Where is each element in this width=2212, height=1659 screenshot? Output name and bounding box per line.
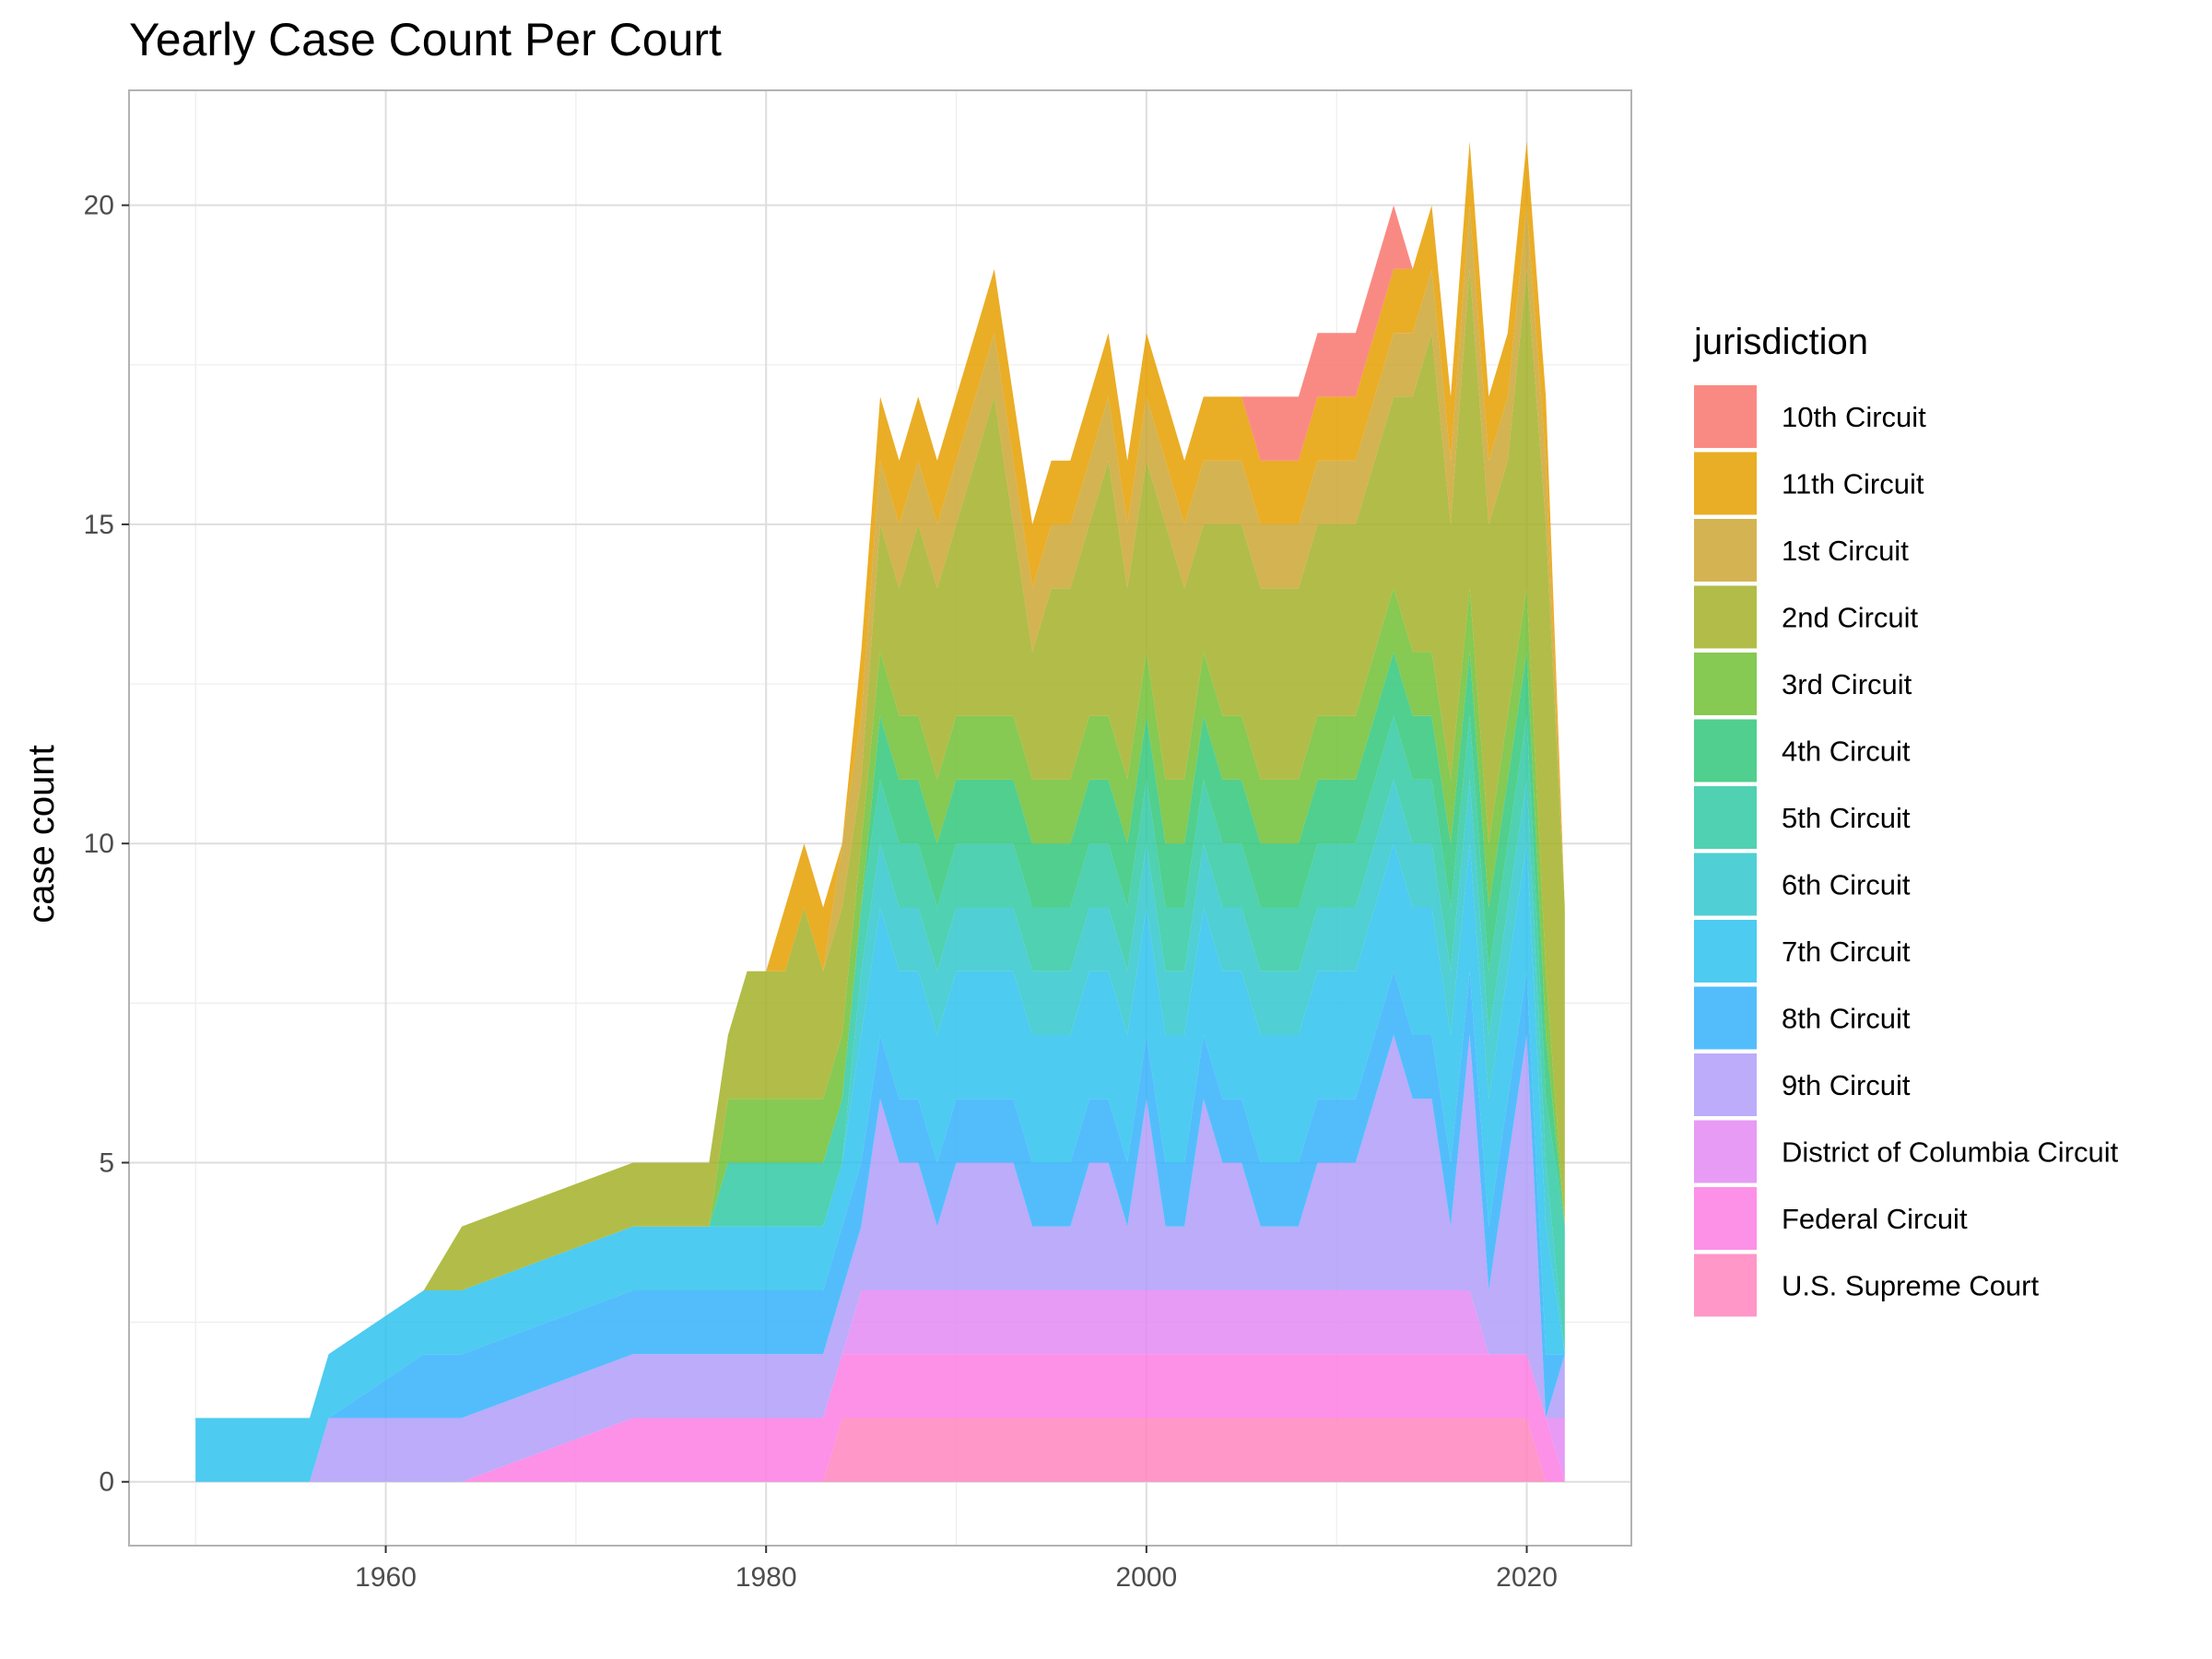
area-2nd-circuit xyxy=(195,268,1565,1418)
legend-key xyxy=(1694,519,1757,582)
legend-label: 4th Circuit xyxy=(1782,735,1911,768)
legend-key xyxy=(1694,385,1757,448)
legend-key xyxy=(1694,920,1757,982)
y-tick-label: 5 xyxy=(99,1147,114,1178)
legend-key xyxy=(1694,585,1757,649)
legend-item-district-of-columbia-circuit: District of Columbia Circuit xyxy=(1694,1120,2119,1183)
x-tick-label: 1960 xyxy=(355,1562,417,1593)
legend-item-1st-circuit: 1st Circuit xyxy=(1694,519,1909,582)
area-layer xyxy=(195,141,1565,1482)
legend-label: 10th Circuit xyxy=(1782,401,1926,433)
area-3rd-circuit xyxy=(195,588,1565,1418)
legend-item-8th-circuit: 8th Circuit xyxy=(1694,986,1911,1050)
legend-key xyxy=(1694,1120,1757,1183)
area-7th-circuit xyxy=(195,843,1565,1482)
legend-key xyxy=(1694,1253,1757,1317)
legend-title: jurisdiction xyxy=(1693,322,1868,362)
area-9th-circuit xyxy=(195,1035,1565,1482)
legend-item-7th-circuit: 7th Circuit xyxy=(1694,920,1911,982)
legend-key xyxy=(1694,986,1757,1050)
area-u-s-supreme-court xyxy=(195,1418,1565,1482)
legend-item-4th-circuit: 4th Circuit xyxy=(1694,719,1911,782)
legend-item-federal-circuit: Federal Circuit xyxy=(1694,1187,1968,1250)
legend-key xyxy=(1694,853,1757,916)
chart-title: Yearly Case Count Per Court xyxy=(129,14,722,65)
legend-label: Federal Circuit xyxy=(1782,1203,1968,1235)
area-federal-circuit xyxy=(195,1354,1565,1482)
legend-label: 2nd Circuit xyxy=(1782,602,1919,634)
legend-key xyxy=(1694,719,1757,782)
x-tick-label: 2000 xyxy=(1115,1562,1177,1593)
legend-item-10th-circuit: 10th Circuit xyxy=(1694,385,1926,448)
legend-key xyxy=(1694,1187,1757,1250)
y-axis: 0 5 10 15 20 xyxy=(84,191,129,1498)
legend-label: 9th Circuit xyxy=(1782,1069,1911,1101)
area-1st-circuit xyxy=(195,205,1565,1418)
legend-label: 3rd Circuit xyxy=(1782,668,1912,700)
legend-label: 7th Circuit xyxy=(1782,935,1911,968)
legend-key xyxy=(1694,1053,1757,1116)
y-tick-label: 20 xyxy=(84,191,114,221)
legend-label: 11th Circuit xyxy=(1782,468,1924,500)
legend-label: District of Columbia Circuit xyxy=(1782,1136,2119,1169)
legend-label: 1st Circuit xyxy=(1782,535,1909,567)
x-tick-label: 1980 xyxy=(735,1562,797,1593)
area-district-of-columbia-circuit xyxy=(195,1290,1565,1482)
legend-key xyxy=(1694,653,1757,715)
legend-item-5th-circuit: 5th Circuit xyxy=(1694,786,1911,849)
y-tick-label: 0 xyxy=(99,1467,114,1498)
legend-key xyxy=(1694,452,1757,515)
legend-label: 5th Circuit xyxy=(1782,802,1911,834)
legend-items: 10th Circuit 11th Circuit 1st Circuit 2nd C… xyxy=(1694,385,2119,1317)
legend-item-6th-circuit: 6th Circuit xyxy=(1694,853,1911,916)
legend: jurisdiction 10th Circuit 11th Circuit 1st… xyxy=(1693,322,2119,1317)
legend-item-2nd-circuit: 2nd Circuit xyxy=(1694,585,1919,649)
y-tick-label: 10 xyxy=(84,829,114,859)
area-4th-circuit xyxy=(195,652,1565,1418)
y-tick-label: 15 xyxy=(84,510,114,540)
y-axis-title: case count xyxy=(21,745,62,923)
legend-label: U.S. Supreme Court xyxy=(1782,1270,2039,1302)
x-tick-label: 2020 xyxy=(1496,1562,1558,1593)
area-5th-circuit xyxy=(195,715,1565,1418)
panel-border xyxy=(128,89,1632,1547)
legend-item-3rd-circuit: 3rd Circuit xyxy=(1694,653,1912,715)
legend-item-u-s-supreme-court: U.S. Supreme Court xyxy=(1694,1253,2039,1317)
x-axis: 1960 1980 2000 2020 xyxy=(355,1546,1558,1593)
legend-label: 6th Circuit xyxy=(1782,869,1911,901)
legend-item-11th-circuit: 11th Circuit xyxy=(1694,452,1924,515)
legend-key xyxy=(1694,786,1757,849)
area-11th-circuit xyxy=(195,141,1565,1418)
area-6th-circuit xyxy=(195,779,1565,1418)
legend-item-9th-circuit: 9th Circuit xyxy=(1694,1053,1911,1116)
legend-label: 8th Circuit xyxy=(1782,1003,1911,1035)
